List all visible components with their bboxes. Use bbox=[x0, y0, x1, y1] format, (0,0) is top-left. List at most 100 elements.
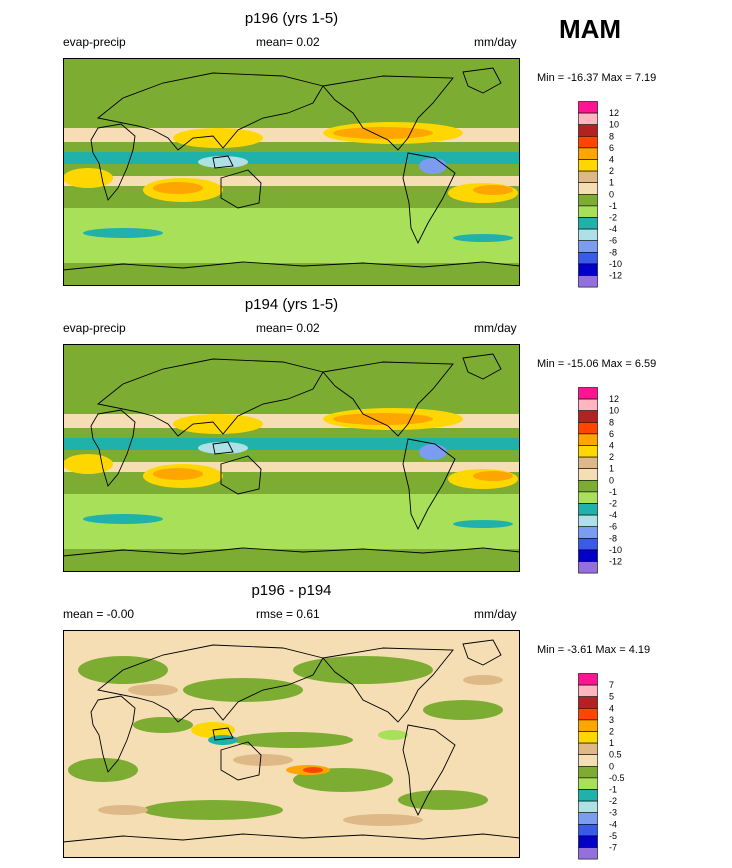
colorbar-tick-label: 12 bbox=[609, 394, 619, 404]
colorbar-tick-label: 10 bbox=[609, 406, 619, 416]
mean-label: mean= 0.02 bbox=[256, 321, 320, 335]
colorbar-tick-label: -8 bbox=[609, 247, 617, 257]
coastline bbox=[220, 455, 262, 495]
panel-p196: p196 (yrs 1-5) evap-precip mean= 0.02 mm… bbox=[0, 8, 732, 296]
colorbar-tick-label: 0.5 bbox=[609, 750, 622, 760]
coastline bbox=[63, 833, 520, 843]
mean-label: mean= 0.02 bbox=[256, 35, 320, 49]
mean-label: mean = -0.00 bbox=[63, 607, 135, 621]
rmse-label: rmse = 0.61 bbox=[256, 607, 320, 621]
colorbar-tick-label: 1 bbox=[609, 178, 614, 188]
coastline bbox=[96, 72, 324, 151]
contour-region bbox=[303, 767, 323, 773]
coastline bbox=[220, 741, 262, 781]
colorbar-tick-label: -10 bbox=[609, 259, 622, 269]
coastline bbox=[96, 644, 324, 723]
coastline bbox=[220, 169, 262, 209]
colorbar-swatch bbox=[578, 135, 598, 149]
colorbar-tick-label: 5 bbox=[609, 692, 614, 702]
units-label: mm/day bbox=[474, 321, 517, 335]
colorbar-swatch bbox=[578, 673, 598, 686]
map-frame bbox=[63, 630, 520, 858]
colorbar: 7 5 4 3 2 1 0.5 0 -0.5 -1 -2 -3 -4 -5 -7 bbox=[578, 673, 638, 861]
coastline bbox=[402, 152, 456, 245]
colorbar-swatch bbox=[578, 812, 598, 825]
colorbar-swatch bbox=[578, 789, 598, 802]
colorbar-swatch bbox=[578, 800, 598, 814]
colorbar-tick-label: 1 bbox=[609, 464, 614, 474]
contour-region bbox=[263, 441, 363, 447]
coastline bbox=[212, 155, 234, 169]
contour-region bbox=[473, 471, 513, 481]
contour-region bbox=[263, 155, 363, 161]
colorbar-tick-label: -1 bbox=[609, 785, 617, 795]
colorbar-tick-label: 2 bbox=[609, 727, 614, 737]
contour-region bbox=[153, 468, 203, 480]
contour-region bbox=[173, 128, 263, 148]
contour-region bbox=[63, 168, 113, 188]
units-label: mm/day bbox=[474, 607, 517, 621]
contour-region bbox=[378, 730, 408, 740]
variable-label: evap-precip bbox=[63, 35, 126, 49]
contour-region bbox=[63, 454, 113, 474]
colorbar-swatch bbox=[578, 147, 598, 160]
colorbar-swatch bbox=[578, 824, 598, 837]
colorbar-swatch bbox=[578, 835, 598, 848]
colorbar: 12 10 8 6 4 2 1 0 -1 -2 -4 -6 -8 -10 -12 bbox=[578, 387, 638, 575]
contour-region bbox=[463, 675, 503, 685]
colorbar-tick-label: 7 bbox=[609, 680, 614, 690]
colorbar-tick-label: 1 bbox=[609, 738, 614, 748]
contour-map bbox=[63, 344, 520, 572]
colorbar-tick-label: 4 bbox=[609, 441, 614, 451]
coastline bbox=[63, 547, 520, 557]
colorbar-swatch bbox=[578, 561, 598, 574]
colorbar-swatch bbox=[578, 684, 598, 698]
minmax-label: Min = -3.61 Max = 4.19 bbox=[537, 644, 651, 656]
contour-region bbox=[208, 735, 238, 745]
coastline bbox=[90, 123, 136, 201]
contour-region bbox=[68, 758, 138, 782]
contour-region bbox=[398, 790, 488, 810]
colorbar-tick-label: 4 bbox=[609, 155, 614, 165]
colorbar-swatch bbox=[578, 124, 598, 137]
colorbar-swatch bbox=[578, 491, 598, 504]
colorbar-tick-label: 0 bbox=[609, 189, 614, 199]
colorbar-swatch bbox=[578, 240, 598, 253]
colorbar-swatch bbox=[578, 731, 598, 744]
colorbar-svg: 7 54 3 21 0.50 -0.5 -1-2 -3-4 -5 -7 bbox=[578, 673, 625, 860]
minmax-label: Min = -15.06 Max = 6.59 bbox=[537, 358, 657, 370]
contour-map bbox=[63, 58, 520, 286]
colorbar-tick-label: -2 bbox=[609, 499, 617, 509]
colorbar-swatch bbox=[578, 480, 598, 493]
colorbar-tick-label: 8 bbox=[609, 417, 614, 427]
contour-region bbox=[473, 185, 513, 195]
colorbar-swatch bbox=[578, 398, 598, 412]
coastline bbox=[462, 639, 502, 666]
colorbar-swatch bbox=[578, 101, 598, 114]
colorbar-swatch bbox=[578, 538, 598, 551]
coastline bbox=[322, 361, 454, 437]
colorbar-swatch bbox=[578, 263, 598, 276]
colorbar-tick-label: -1 bbox=[609, 487, 617, 497]
colorbar-swatch bbox=[578, 170, 598, 183]
colorbar-swatch bbox=[578, 228, 598, 242]
colorbar-tick-label: 6 bbox=[609, 143, 614, 153]
colorbar-swatch bbox=[578, 421, 598, 435]
colorbar-swatch bbox=[578, 456, 598, 469]
contour-region bbox=[203, 220, 383, 236]
contour-region bbox=[198, 442, 248, 454]
panel-difference: p196 - p194 mean = -0.00 rmse = 0.61 mm/… bbox=[0, 580, 732, 868]
contour-region bbox=[233, 754, 293, 766]
colorbar-tick-label: -12 bbox=[609, 271, 622, 281]
contour-region bbox=[453, 234, 513, 242]
contour-region bbox=[333, 127, 433, 139]
colorbar-tick-label: -5 bbox=[609, 831, 617, 841]
colorbar-tick-label: -7 bbox=[609, 843, 617, 853]
contour-region bbox=[143, 800, 283, 820]
coastline bbox=[462, 353, 502, 380]
contour-region bbox=[419, 444, 447, 460]
colorbar-swatch bbox=[578, 766, 598, 779]
colorbar-tick-label: 8 bbox=[609, 131, 614, 141]
